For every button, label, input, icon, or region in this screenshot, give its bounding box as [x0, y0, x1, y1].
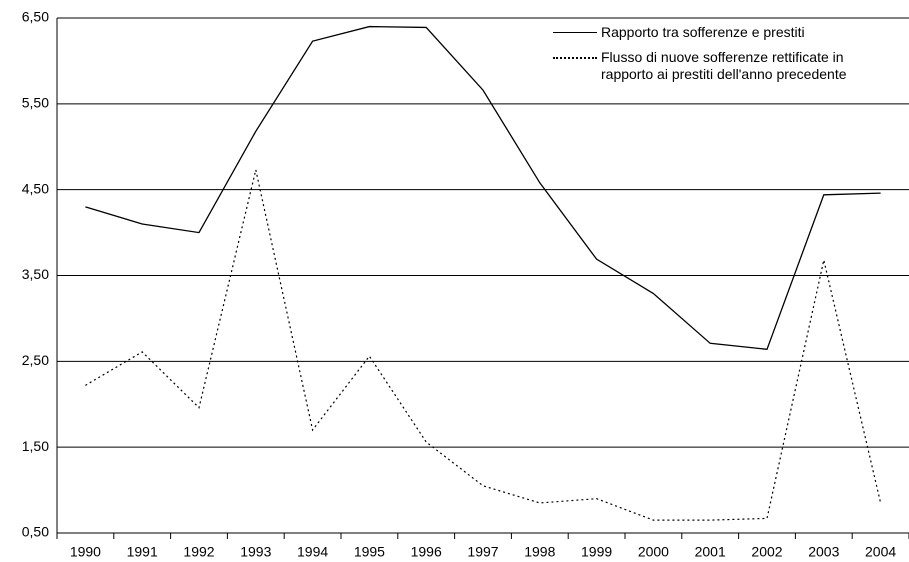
x-tick-label: 2002 — [751, 544, 782, 560]
x-tick-label: 1991 — [127, 544, 158, 560]
x-tick-label: 1994 — [297, 544, 328, 560]
y-tick-label: 4,50 — [22, 180, 49, 196]
x-tick-label: 2001 — [695, 544, 726, 560]
y-tick-label: 1,50 — [22, 438, 49, 454]
series-line — [85, 25, 881, 351]
y-tick-label: 6,50 — [22, 9, 49, 25]
x-tick-label: 2003 — [808, 544, 839, 560]
legend-key — [553, 32, 597, 33]
legend-label: Flusso di nuove sofferenze rettificate i… — [601, 49, 847, 82]
series-line — [85, 169, 882, 521]
x-tick-label: 2004 — [865, 544, 896, 560]
legend: Rapporto tra sofferenze e prestiti Flusso… — [553, 24, 891, 91]
x-tick-label: 2000 — [638, 544, 669, 560]
x-tick-label: 1998 — [524, 544, 555, 560]
y-tick-label: 0,50 — [22, 524, 49, 540]
x-tick-label: 1996 — [411, 544, 442, 560]
x-tick-label: 1990 — [70, 544, 101, 560]
y-tick-label: 2,50 — [22, 352, 49, 368]
legend-item: Rapporto tra sofferenze e prestiti — [553, 24, 891, 41]
x-tick-label: 1992 — [183, 544, 214, 560]
legend-label: Rapporto tra sofferenze e prestiti — [601, 24, 805, 40]
y-tick-label: 3,50 — [22, 266, 49, 282]
y-tick-label: 5,50 — [22, 95, 49, 111]
x-tick-label: 1995 — [354, 544, 385, 560]
legend-key — [553, 57, 597, 59]
x-tick-label: 1997 — [467, 544, 498, 560]
x-tick-label: 1999 — [581, 544, 612, 560]
x-tick-label: 1993 — [240, 544, 271, 560]
legend-item: Flusso di nuove sofferenze rettificate i… — [553, 49, 891, 83]
